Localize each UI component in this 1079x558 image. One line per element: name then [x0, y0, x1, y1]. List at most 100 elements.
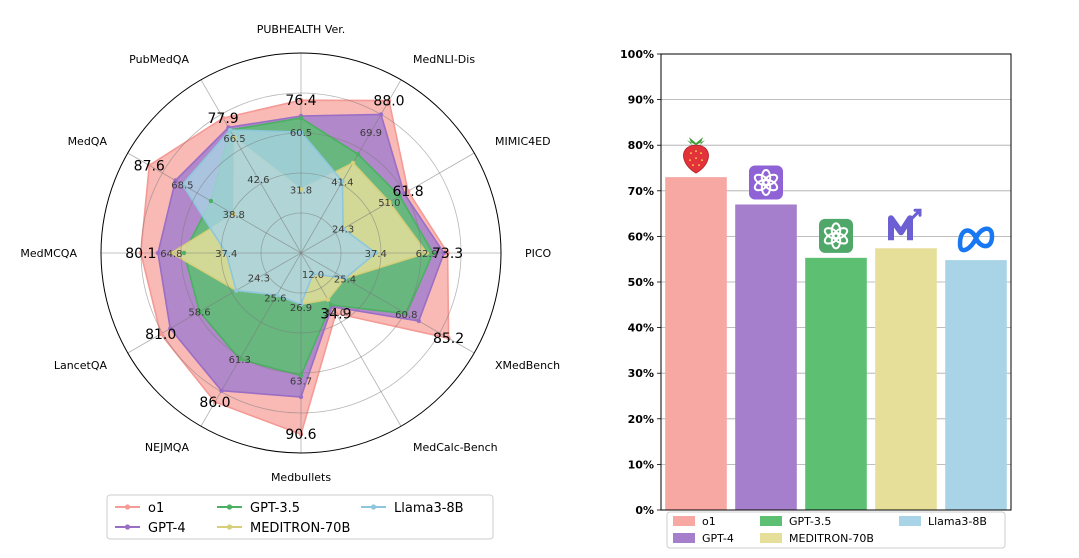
- legend-swatch-meditron: [760, 533, 782, 543]
- radar-point-gpt4: [401, 191, 407, 196]
- radar-value-label: 38.8: [223, 210, 245, 221]
- bar-ytick-label: 60%: [628, 230, 654, 243]
- radar-axis-label: LancetQA: [54, 359, 108, 372]
- radar-point-o1: [405, 189, 411, 194]
- radar-value-label: 86.0: [199, 395, 230, 411]
- radar-value-label: 85.2: [433, 331, 464, 347]
- radar-point-gpt4: [416, 318, 421, 324]
- radar-point-llama: [298, 129, 304, 135]
- radar-point-llama: [340, 179, 345, 184]
- radar-point-gpt35: [181, 250, 187, 256]
- radar-point-o1: [445, 250, 450, 256]
- radar-value-label: 76.4: [285, 93, 316, 109]
- radar-point-gpt4: [168, 326, 173, 331]
- radar-axis-label: MedQA: [68, 135, 108, 148]
- radar-point-llama: [373, 250, 378, 256]
- bar-ytick-label: 80%: [628, 139, 654, 152]
- strawberry-seed: [700, 152, 702, 155]
- radar-value-label: 26.9: [290, 303, 312, 314]
- radar-axis-label: XMedBench: [495, 359, 560, 372]
- radar-axis-label: MedCalc-Bench: [413, 441, 498, 454]
- radar-value-label: 58.6: [188, 308, 210, 319]
- bar-plot-frame: [660, 53, 1012, 511]
- radar-point-llama: [310, 271, 316, 276]
- meditron-m: [888, 215, 913, 241]
- radar-value-label: 25.6: [264, 293, 286, 304]
- radar-value-label: 80.1: [125, 246, 156, 262]
- radar-axis-label: MedNLI-Dis: [413, 53, 475, 66]
- radar-point-gpt35: [397, 193, 402, 199]
- radar-point-gpt4: [378, 112, 384, 117]
- radar-value-label: 68.5: [171, 181, 193, 192]
- radar-value-label: 81.0: [145, 327, 176, 343]
- radar-axis-label: Medbullets: [271, 471, 331, 484]
- radar-point-gpt35: [298, 115, 304, 121]
- radar-axis-label: MIMIC4ED: [495, 135, 551, 148]
- bar-ytick-label: 30%: [628, 367, 654, 380]
- bar-ytick-label: 50%: [628, 276, 654, 289]
- radar-value-label: 34.0: [324, 308, 346, 319]
- radar-point-gpt4: [219, 388, 224, 393]
- legend-swatch-o1: [673, 516, 695, 526]
- legend-marker-gpt35: [226, 504, 233, 510]
- meditron-icon: [888, 208, 922, 241]
- legend-label: o1: [148, 501, 164, 516]
- bar-meditron: [875, 248, 937, 511]
- radar-point-gpt4: [155, 250, 161, 256]
- radar-value-label: 12.0: [302, 270, 324, 281]
- radar-value-label: 24.3: [332, 225, 354, 236]
- radar-point-meditron: [231, 212, 236, 217]
- radar-value-label: 31.8: [290, 185, 312, 196]
- bar-gpt35: [805, 257, 867, 510]
- legend-swatch-llama: [899, 516, 921, 526]
- radar-value-label: 61.3: [229, 355, 251, 366]
- legend-label: MEDITRON-70B: [789, 532, 874, 545]
- strawberry-seed: [695, 150, 697, 153]
- meta-loop: [957, 226, 995, 253]
- radar-value-label: 62.9: [416, 249, 438, 260]
- radar-point-o1: [386, 98, 392, 103]
- radar-point-gpt35: [237, 356, 242, 362]
- radar-value-label: 88.0: [373, 94, 404, 110]
- radar-value-label: 25.4: [334, 274, 356, 285]
- radar-point-gpt35: [404, 311, 409, 316]
- radar-outer-ring: [100, 52, 502, 454]
- meditron-arrow: [908, 208, 922, 222]
- bar-ytick-label: 100%: [620, 48, 654, 61]
- radar-point-llama: [298, 302, 304, 307]
- radar-value-label: 37.4: [365, 249, 387, 260]
- strawberry-icon: [683, 137, 709, 174]
- legend-box: [106, 494, 494, 540]
- radar-axis-label: PUBHEALTH Ver.: [257, 23, 346, 36]
- radar-value-label: 51.0: [378, 198, 400, 209]
- meta-icon: [957, 226, 995, 253]
- legend-label: Llama3-8B: [394, 501, 464, 516]
- radar-value-label: 66.5: [223, 134, 245, 145]
- bar-ytick-label: 20%: [628, 413, 654, 426]
- radar-point-gpt35: [355, 152, 361, 157]
- bar-ytick-label: 70%: [628, 185, 654, 198]
- strawberry-seed: [689, 159, 691, 162]
- radar-point-llama: [340, 226, 346, 231]
- radar-spoke: [300, 79, 402, 254]
- legend-marker-meditron: [226, 524, 233, 530]
- legend-label: GPT-4: [148, 521, 186, 536]
- radar-point-o1: [446, 336, 451, 341]
- bar-gpt4: [735, 204, 797, 511]
- radar-spoke: [200, 252, 302, 427]
- strawberry-seed: [695, 157, 697, 160]
- strawberry-body: [683, 144, 709, 174]
- radar-point-meditron: [232, 135, 237, 141]
- legend-label: MEDITRON-70B: [250, 521, 350, 536]
- openai-petal: [823, 227, 840, 240]
- radar-spoke: [300, 252, 402, 427]
- bar-chart: 0% 10% 20% 30% 40% 50% 60% 70% 80% 90% 100%: [620, 48, 1012, 517]
- legend-marker-o1: [124, 504, 131, 510]
- radar-point-o1: [298, 432, 304, 437]
- radar-point-gpt35: [430, 250, 436, 256]
- strawberry-seed: [698, 164, 700, 167]
- radar-point-o1: [147, 163, 152, 168]
- radar-value-label: 41.4: [331, 177, 353, 188]
- radar-point-meditron: [325, 297, 331, 302]
